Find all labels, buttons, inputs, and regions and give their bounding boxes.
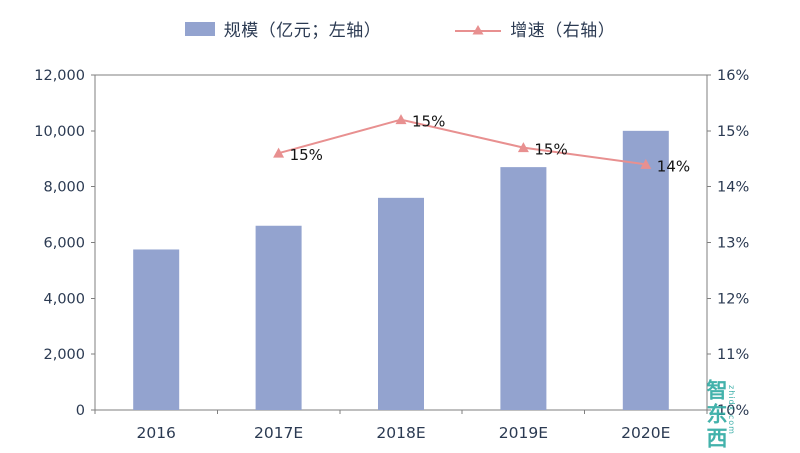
bar bbox=[133, 249, 180, 410]
x-axis-label: 2019E bbox=[499, 424, 548, 442]
bar bbox=[500, 167, 547, 410]
legend-line-label: 增速（右轴） bbox=[510, 21, 616, 41]
left-axis-label: 8,000 bbox=[43, 180, 85, 196]
x-axis-label: 2018E bbox=[376, 424, 425, 442]
legend-item-line: 增速（右轴） bbox=[455, 16, 615, 41]
line-series bbox=[278, 118, 646, 166]
right-axis-label: 11% bbox=[717, 347, 749, 363]
data-label: 14% bbox=[657, 157, 690, 175]
watermark: 智东西 zhidx.com bbox=[704, 379, 736, 451]
line-swatch-icon bbox=[455, 22, 502, 36]
data-label: 15% bbox=[534, 141, 567, 159]
right-axis-label: 10% bbox=[717, 403, 749, 419]
legend: 规模（亿元；左轴） 增速（右轴） bbox=[0, 16, 800, 41]
watermark-subtext: zhidx.com bbox=[727, 385, 736, 435]
x-axis-label: 2016 bbox=[136, 424, 175, 442]
bar bbox=[255, 225, 302, 410]
x-axis-label: 2020E bbox=[621, 424, 670, 442]
legend-bar-label: 规模（亿元；左轴） bbox=[223, 21, 382, 41]
left-axis-label: 0 bbox=[76, 403, 85, 419]
right-axis-label: 12% bbox=[717, 291, 749, 307]
line-marker bbox=[395, 114, 407, 125]
line-marker bbox=[273, 147, 285, 158]
left-axis-label: 6,000 bbox=[43, 236, 85, 252]
line-marker bbox=[640, 158, 652, 169]
data-label: 15% bbox=[412, 113, 445, 131]
left-axis-label: 4,000 bbox=[43, 291, 85, 307]
x-axis-label: 2017E bbox=[254, 424, 303, 442]
left-axis-label: 10,000 bbox=[34, 124, 85, 140]
data-label: 15% bbox=[290, 146, 323, 164]
legend-item-bar: 规模（亿元；左轴） bbox=[184, 16, 382, 41]
left-axis-label: 12,000 bbox=[34, 68, 85, 84]
watermark-text: 智东西 bbox=[704, 379, 728, 451]
bar bbox=[622, 130, 669, 411]
line-marker bbox=[517, 142, 529, 153]
bar-swatch-icon bbox=[184, 21, 215, 36]
right-axis-label: 14% bbox=[717, 180, 749, 196]
right-axis-label: 16% bbox=[717, 68, 749, 84]
bar bbox=[378, 197, 424, 410]
right-axis-label: 13% bbox=[717, 236, 749, 252]
left-axis-label: 2,000 bbox=[43, 347, 85, 363]
right-axis-label: 15% bbox=[717, 124, 749, 140]
